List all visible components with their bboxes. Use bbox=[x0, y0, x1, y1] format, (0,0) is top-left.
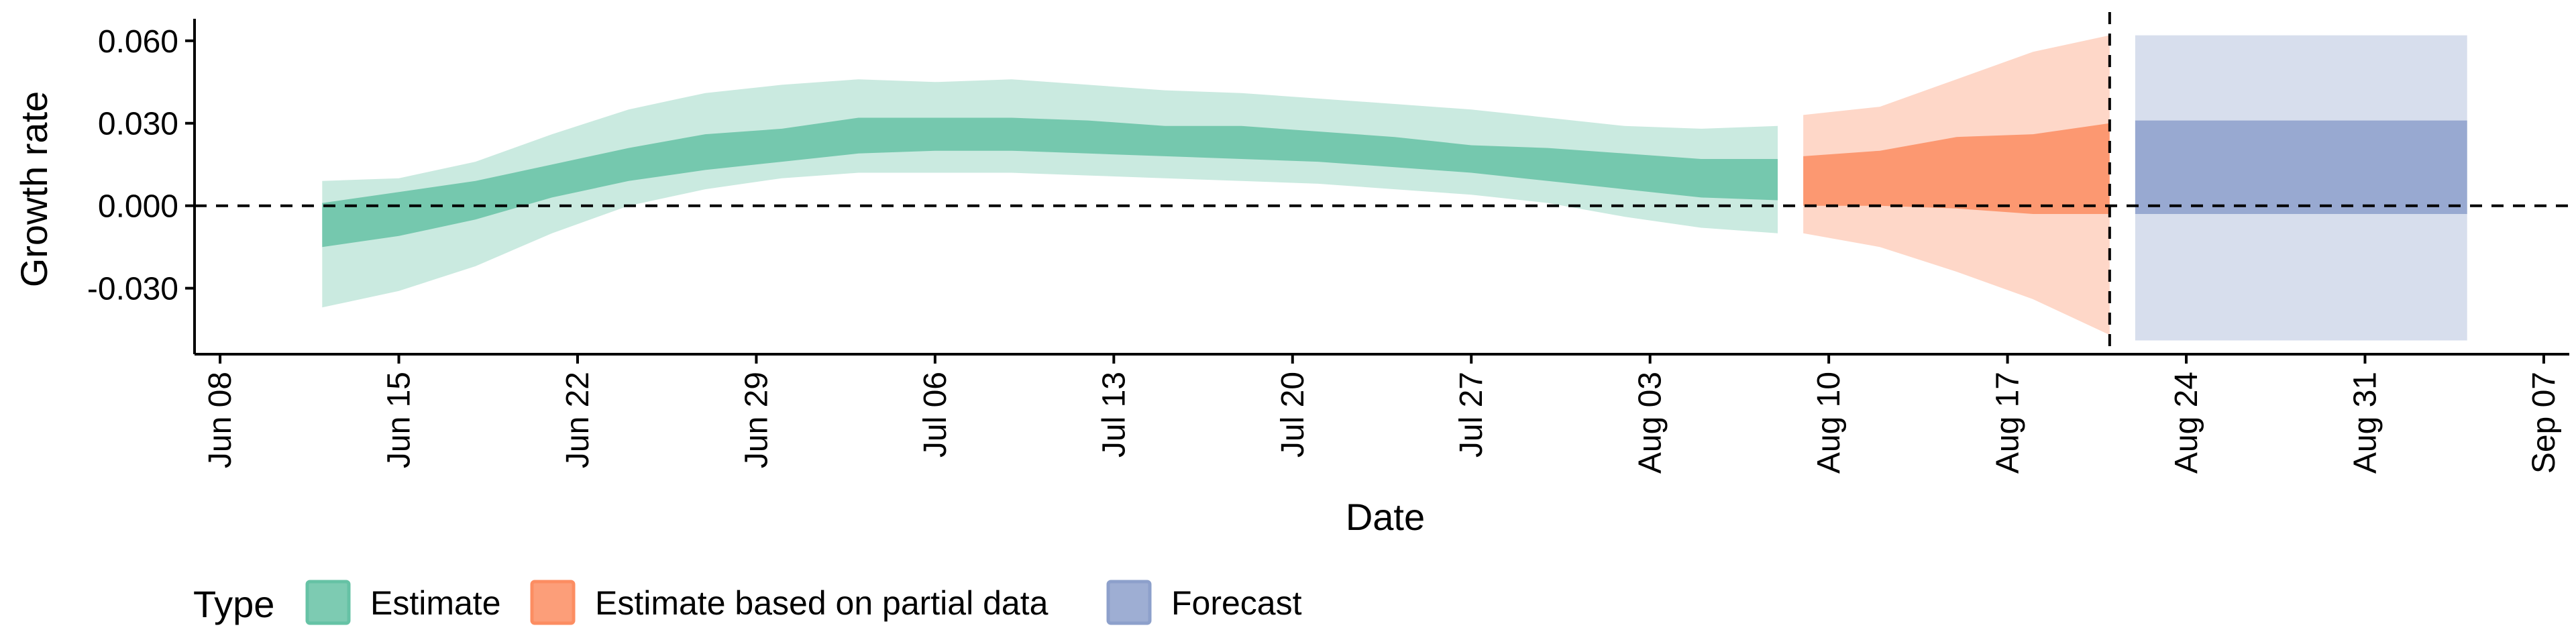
x-tick-label: Jul 20 bbox=[1275, 372, 1311, 458]
x-axis-title: Date bbox=[1346, 496, 1425, 538]
reference-lines bbox=[195, 12, 2569, 354]
x-tick-label: Sep 07 bbox=[2526, 372, 2562, 474]
legend-item-estimate-based-on-partial-data: Estimate based on partial data bbox=[530, 580, 1049, 625]
x-tick-label: Jun 22 bbox=[560, 372, 596, 468]
legend-item-estimate: Estimate bbox=[305, 580, 501, 625]
estimate-inner-band bbox=[322, 117, 1778, 248]
x-tick-label: Jul 13 bbox=[1096, 372, 1132, 458]
estimate-based-on-partial-data-inner-band bbox=[1803, 123, 2110, 214]
x-tick-label: Aug 31 bbox=[2348, 372, 2383, 474]
legend-title: Type bbox=[193, 583, 274, 625]
legend-label: Estimate bbox=[370, 584, 501, 622]
forecast-inner-band bbox=[2135, 120, 2467, 214]
x-tick-label: Jun 08 bbox=[203, 372, 238, 468]
legend-item-forecast: Forecast bbox=[1106, 580, 1302, 625]
series-forecast bbox=[2135, 35, 2467, 341]
y-tick-label: 0.060 bbox=[98, 24, 178, 60]
x-tick-label: Jul 06 bbox=[918, 372, 953, 458]
legend-label: Forecast bbox=[1171, 584, 1302, 622]
series-estimate-based-on-partial-data bbox=[1803, 35, 2110, 335]
x-tick-label: Aug 03 bbox=[1633, 372, 1668, 474]
x-tick-label: Aug 10 bbox=[1811, 372, 1847, 474]
legend: Type Estimate Estimate based on partial d… bbox=[193, 580, 1302, 625]
x-tick-label: Jul 27 bbox=[1454, 372, 1489, 458]
y-tick-label: 0.030 bbox=[98, 107, 178, 142]
estimate-outer-band bbox=[322, 79, 1778, 308]
legend-swatch bbox=[1106, 580, 1152, 625]
x-tick-label: Aug 24 bbox=[2169, 372, 2204, 474]
series-estimate bbox=[322, 79, 1778, 308]
x-tick-label: Aug 17 bbox=[1990, 372, 2026, 474]
series-bands bbox=[322, 35, 2467, 341]
legend-swatch bbox=[305, 580, 351, 625]
y-tick-label: 0.000 bbox=[98, 189, 178, 225]
legend-swatch bbox=[530, 580, 576, 625]
y-tick-label: -0.030 bbox=[87, 272, 178, 307]
legend-label: Estimate based on partial data bbox=[595, 584, 1049, 622]
axes: 0.060 0.030 0.000 -0.030 Jun 08 Jun 15 Jun 22 J… bbox=[87, 19, 2569, 474]
y-axis-title: Growth rate bbox=[13, 91, 55, 288]
x-tick-label: Jun 29 bbox=[739, 372, 774, 468]
x-tick-label: Jun 15 bbox=[382, 372, 417, 468]
